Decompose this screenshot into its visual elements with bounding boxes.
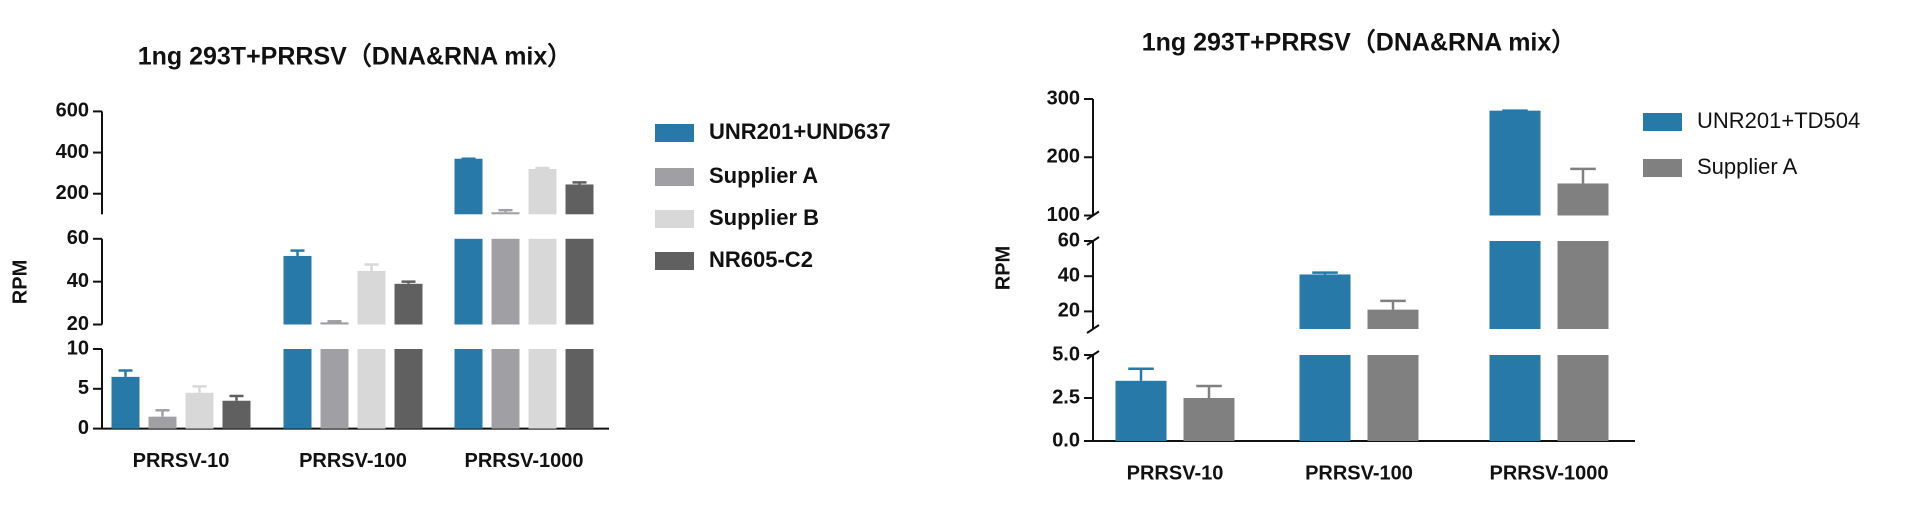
error-bar xyxy=(1128,367,1154,381)
x-tick-label: PRRSV-1000 xyxy=(465,450,584,472)
y-axis-label: RPM xyxy=(9,260,31,304)
error-bar xyxy=(1312,271,1338,275)
bar xyxy=(222,400,251,429)
bar xyxy=(454,158,483,215)
x-tick-label: PRRSV-100 xyxy=(1305,462,1413,484)
error-bar xyxy=(229,394,244,401)
error-bar xyxy=(498,208,513,213)
legend-swatch xyxy=(655,252,694,270)
error-bar xyxy=(192,385,207,393)
error-bar xyxy=(401,280,416,284)
chart-title: 1ng 293T+PRRSV（DNA&RNA mix） xyxy=(1142,28,1577,57)
legend-swatch xyxy=(655,168,694,186)
y-tick-label: 200 xyxy=(1047,146,1080,168)
legend-swatch xyxy=(1643,159,1682,177)
bar xyxy=(1367,309,1419,329)
error-bar xyxy=(1196,384,1222,398)
error-bar xyxy=(290,249,305,256)
bar xyxy=(491,238,520,325)
legend-label: Supplier A xyxy=(1697,154,1798,179)
bar xyxy=(1489,355,1541,441)
error-bar xyxy=(364,263,379,271)
bar xyxy=(1183,398,1235,441)
legend-swatch xyxy=(655,210,694,228)
y-tick-label: 0.0 xyxy=(1052,429,1080,451)
legend-label: Supplier A xyxy=(709,163,818,188)
y-tick-label: 2.5 xyxy=(1052,386,1080,408)
error-bar xyxy=(1380,299,1406,310)
legend-label: UNR201+TD504 xyxy=(1697,108,1860,133)
error-bar xyxy=(155,409,170,417)
y-tick-label: 600 xyxy=(56,100,89,122)
bar xyxy=(491,349,520,429)
x-tick-label: PRRSV-10 xyxy=(133,450,230,472)
bar xyxy=(320,349,349,429)
axis-break xyxy=(1086,236,1100,246)
bar xyxy=(454,238,483,325)
bar xyxy=(283,255,312,325)
legend-label: UNR201+UND637 xyxy=(709,119,891,144)
chart-title: 1ng 293T+PRRSV（DNA&RNA mix） xyxy=(138,42,573,71)
bar xyxy=(283,349,312,429)
legend-label: NR605-C2 xyxy=(709,247,813,272)
y-tick-label: 100 xyxy=(1047,204,1080,226)
legend-swatch xyxy=(655,124,694,142)
y-tick-label: 20 xyxy=(1058,300,1080,322)
bar xyxy=(1557,241,1609,329)
y-tick-label: 60 xyxy=(1058,229,1080,251)
x-tick-label: PRRSV-10 xyxy=(1127,462,1224,484)
error-bar xyxy=(535,166,550,170)
bar xyxy=(357,270,386,325)
y-tick-label: 200 xyxy=(56,182,89,204)
bar xyxy=(1489,241,1541,329)
y-tick-label: 300 xyxy=(1047,87,1080,109)
bar xyxy=(185,392,214,429)
bar xyxy=(565,349,594,429)
bar xyxy=(491,212,520,215)
y-tick-label: 5 xyxy=(78,377,89,399)
y-tick-label: 400 xyxy=(56,141,89,163)
bar xyxy=(1299,274,1351,329)
x-tick-label: PRRSV-1000 xyxy=(1490,462,1609,484)
bar xyxy=(1367,355,1419,441)
bar xyxy=(528,238,557,325)
bar xyxy=(357,349,386,429)
error-bar xyxy=(327,320,342,323)
bar xyxy=(454,349,483,429)
bar xyxy=(111,376,140,429)
y-tick-label: 40 xyxy=(67,270,89,292)
y-tick-label: 20 xyxy=(67,313,89,335)
bar xyxy=(1115,380,1167,441)
bar xyxy=(1557,183,1609,216)
bar xyxy=(1299,355,1351,441)
y-axis-label: RPM xyxy=(992,246,1014,290)
error-bar xyxy=(572,181,587,185)
y-tick-label: 0 xyxy=(78,417,89,439)
error-bar xyxy=(1570,167,1596,184)
legend-swatch xyxy=(1643,113,1682,131)
axis-break xyxy=(1086,324,1100,334)
y-tick-label: 5.0 xyxy=(1052,343,1080,365)
y-tick-label: 60 xyxy=(67,227,89,249)
bar xyxy=(148,416,177,429)
bar xyxy=(1557,355,1609,441)
axis-break xyxy=(1086,350,1100,360)
bar xyxy=(565,238,594,325)
bar xyxy=(320,322,349,325)
error-bar xyxy=(118,369,133,377)
bar xyxy=(394,283,423,325)
y-tick-label: 10 xyxy=(67,337,89,359)
bar xyxy=(528,169,557,215)
bar xyxy=(1489,110,1541,216)
bar xyxy=(565,184,594,215)
y-tick-label: 40 xyxy=(1058,264,1080,286)
x-tick-label: PRRSV-100 xyxy=(299,450,407,472)
legend-label: Supplier B xyxy=(709,205,819,230)
axis-break xyxy=(1086,210,1100,221)
bar xyxy=(528,349,557,429)
bar xyxy=(394,349,423,429)
